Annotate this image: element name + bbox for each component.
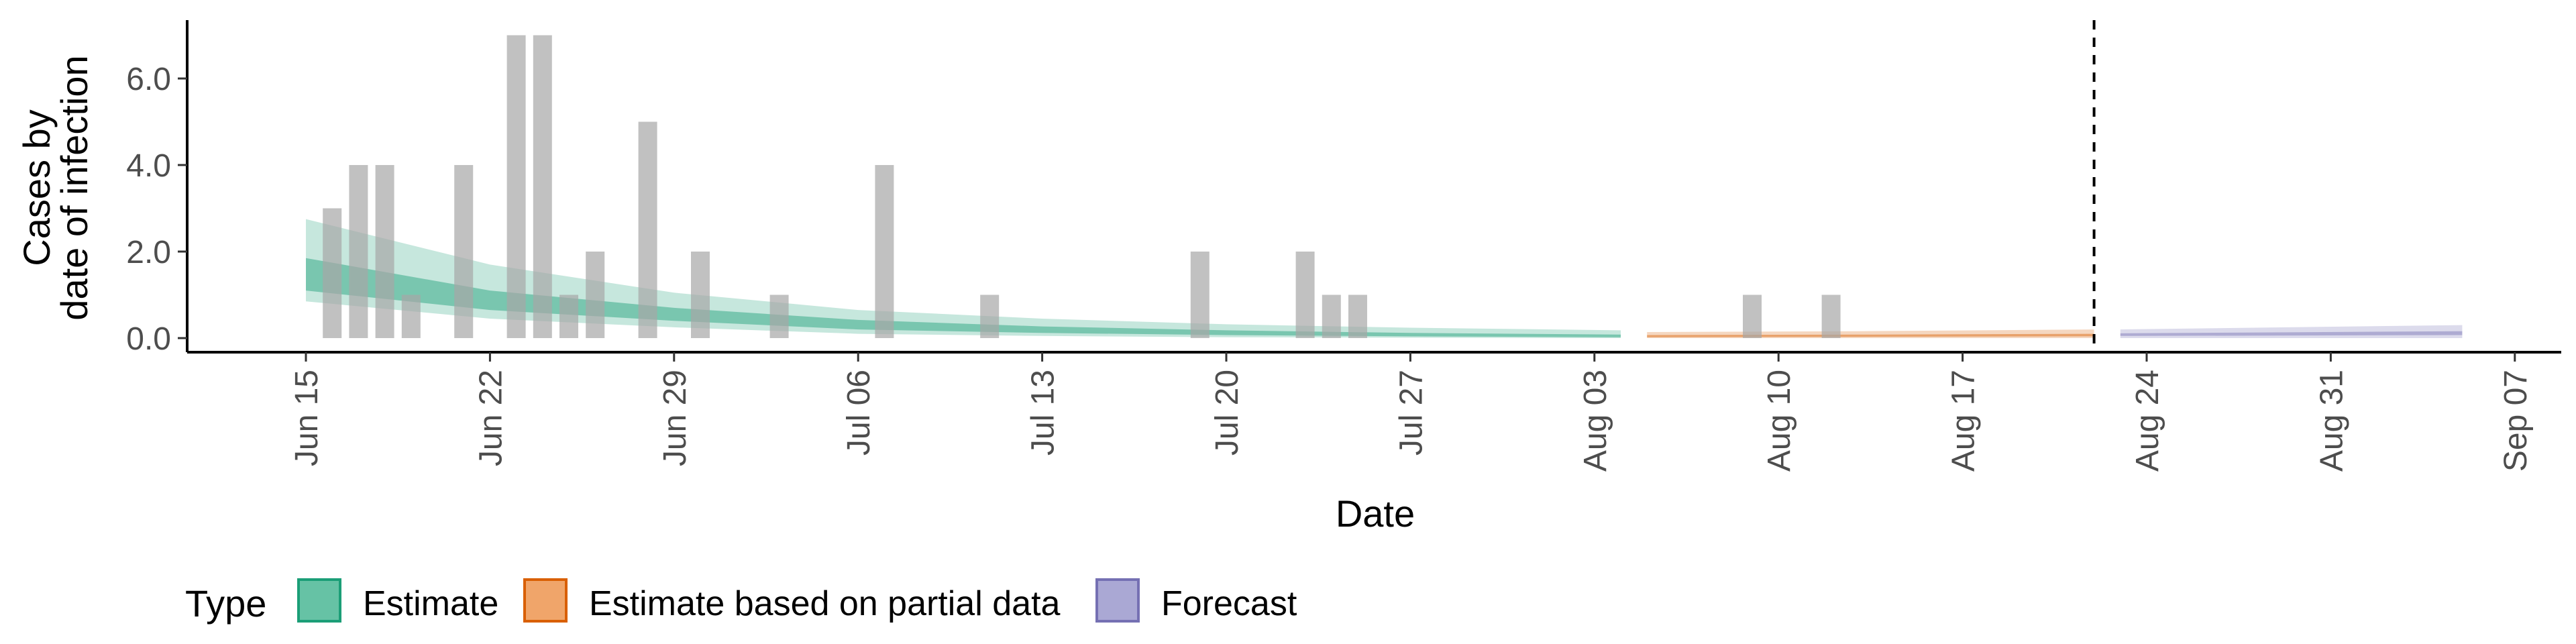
axes bbox=[186, 20, 2561, 354]
bar-2021-06-17 bbox=[349, 165, 368, 338]
x-tick-label-5: Jul 20 bbox=[1210, 370, 1245, 455]
bar-2021-07-03 bbox=[769, 294, 789, 338]
x-tick-label-3: Jul 06 bbox=[841, 370, 877, 455]
bar-2021-06-26 bbox=[586, 252, 605, 338]
y-tick-label-2: 4.0 bbox=[126, 148, 171, 184]
x-tick-label-2: Jun 29 bbox=[657, 370, 693, 466]
band-inner-estimate bbox=[306, 258, 1621, 337]
bar-2021-08-09 bbox=[1743, 294, 1762, 338]
bar-2021-06-23 bbox=[506, 35, 526, 338]
x-tick-label-0: Jun 15 bbox=[289, 370, 325, 466]
x-tick-label-6: Jul 27 bbox=[1393, 370, 1429, 455]
legend: Type Estimate Estimate based on partial d… bbox=[185, 578, 1297, 625]
bar-2021-06-24 bbox=[533, 35, 552, 338]
x-tick-label-8: Aug 10 bbox=[1762, 370, 1797, 472]
bar-2021-06-18 bbox=[375, 165, 394, 338]
y-tick-label-0: 0.0 bbox=[126, 321, 171, 357]
x-tick-label-10: Aug 24 bbox=[2130, 370, 2165, 472]
y-axis-title-line-1: Cases by bbox=[15, 109, 58, 266]
bar-2021-07-24 bbox=[1322, 294, 1341, 338]
x-tick-label-9: Aug 17 bbox=[1946, 370, 1982, 472]
bar-2021-07-19 bbox=[1190, 252, 1210, 338]
y-tick-label-3: 6.0 bbox=[126, 62, 171, 97]
legend-label-2: Forecast bbox=[1161, 584, 1297, 623]
bar-2021-07-23 bbox=[1295, 252, 1315, 338]
x-tick-label-7: Aug 03 bbox=[1578, 370, 1613, 472]
x-axis-title: Date bbox=[1336, 492, 1415, 535]
legend-label-0: Estimate bbox=[363, 584, 498, 623]
legend-swatch-2 bbox=[1095, 578, 1140, 623]
legend-label-1: Estimate based on partial data bbox=[589, 584, 1061, 623]
bar-2021-06-16 bbox=[323, 208, 342, 338]
legend-swatch-1 bbox=[523, 578, 568, 623]
x-tick-label-4: Jul 13 bbox=[1026, 370, 1061, 455]
x-tick-label-12: Sep 07 bbox=[2498, 370, 2534, 472]
bar-2021-07-11 bbox=[980, 294, 1000, 338]
band-inner-forecast bbox=[2120, 331, 2463, 336]
bar-2021-06-19 bbox=[401, 294, 421, 338]
x-tick-label-11: Aug 31 bbox=[2314, 370, 2349, 472]
y-axis-ticks: 0.0 2.0 4.0 6.0 bbox=[126, 62, 187, 357]
bar-2021-07-25 bbox=[1348, 294, 1367, 338]
x-axis-ticks: Jun 15 Jun 22 Jun 29 Jul 06 Jul 13 Jul 20 Jul … bbox=[289, 352, 2534, 472]
legend-title: Type bbox=[185, 582, 266, 625]
bar-2021-06-25 bbox=[559, 294, 578, 338]
bar-2021-06-30 bbox=[691, 252, 710, 338]
y-tick-label-1: 2.0 bbox=[126, 235, 171, 270]
observed-case-bars bbox=[323, 35, 1841, 338]
estimate-bands bbox=[306, 219, 2463, 338]
band-outer-forecast bbox=[2120, 325, 2463, 338]
band-outer-estimate bbox=[306, 219, 1621, 338]
x-tick-label-1: Jun 22 bbox=[473, 370, 508, 466]
y-axis-title-line-2: date of infection bbox=[53, 55, 95, 320]
bar-2021-06-21 bbox=[454, 165, 474, 338]
legend-swatch-0 bbox=[297, 578, 341, 623]
bar-2021-08-12 bbox=[1821, 294, 1841, 338]
bar-2021-07-07 bbox=[875, 165, 894, 338]
bar-2021-06-28 bbox=[638, 121, 657, 338]
